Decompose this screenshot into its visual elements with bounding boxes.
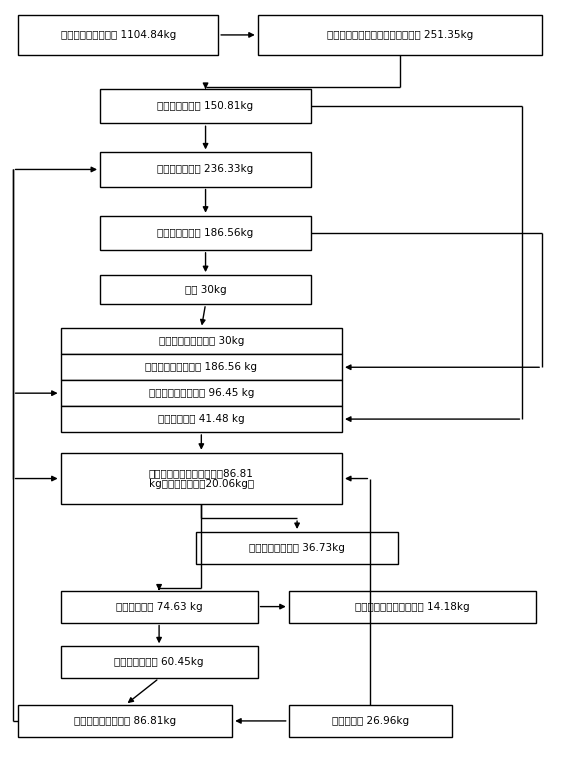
Text: 过滤得低温母液 60.45kg: 过滤得低温母液 60.45kg (114, 657, 204, 667)
Bar (289, 705, 452, 737)
Text: 灸注太阳池上对流层 30kg: 灸注太阳池上对流层 30kg (158, 337, 244, 347)
Text: 蕊发浓缩孤水制取鐐石盐和光孤石 251.35kg: 蕊发浓缩孤水制取鐐石盐和光孤石 251.35kg (327, 30, 473, 40)
Text: 稀释鐐石盐溶液 186.56kg: 稀释鐐石盐溶液 186.56kg (157, 228, 254, 238)
Bar (61, 328, 342, 354)
Text: 鐐石盐溶液 26.96kg: 鐐石盐溶液 26.96kg (332, 716, 409, 726)
Bar (289, 591, 537, 623)
Text: 淡水 30kg: 淡水 30kg (185, 285, 226, 295)
Text: 母液冷却结晶 74.63 kg: 母液冷却结晶 74.63 kg (116, 601, 203, 611)
Bar (18, 15, 218, 55)
Bar (100, 216, 311, 250)
Text: 过滤分离氯化钓等 36.73kg: 过滤分离氯化钓等 36.73kg (249, 543, 345, 553)
Bar (100, 275, 311, 304)
Bar (100, 89, 311, 123)
Text: 灸注太阳池下对流层 96.45 kg: 灸注太阳池下对流层 96.45 kg (149, 388, 254, 398)
Bar (61, 406, 342, 432)
Text: 低温母液冷循环利用 86.81kg: 低温母液冷循环利用 86.81kg (74, 716, 177, 726)
Bar (100, 152, 311, 187)
Text: 过滤干燥制得氯化鐐产品 14.18kg: 过滤干燥制得氯化鐐产品 14.18kg (355, 601, 470, 611)
Text: 分解低品位鐐资源矿 1104.84kg: 分解低品位鐐资源矿 1104.84kg (61, 30, 176, 40)
Bar (258, 15, 542, 55)
Text: 抽取太阳池下对流层溶液（86.81
kg）热溶鐐石盐（20.06kg）: 抽取太阳池下对流层溶液（86.81 kg）热溶鐐石盐（20.06kg） (149, 467, 254, 490)
Text: 灸注太阳池盐梯度层 186.56 kg: 灸注太阳池盐梯度层 186.56 kg (145, 363, 258, 373)
Text: 配制鐐石盐溶液 236.33kg: 配制鐐石盐溶液 236.33kg (157, 164, 254, 174)
Bar (61, 380, 342, 406)
Bar (61, 591, 258, 623)
Bar (61, 646, 258, 679)
Bar (196, 532, 398, 564)
Bar (61, 453, 342, 504)
Text: 制取人造鐐石盐 150.81kg: 制取人造鐐石盐 150.81kg (157, 101, 254, 111)
Text: 固体鐐石盐层 41.48 kg: 固体鐐石盐层 41.48 kg (158, 414, 245, 424)
Bar (61, 354, 342, 380)
Bar (18, 705, 232, 737)
